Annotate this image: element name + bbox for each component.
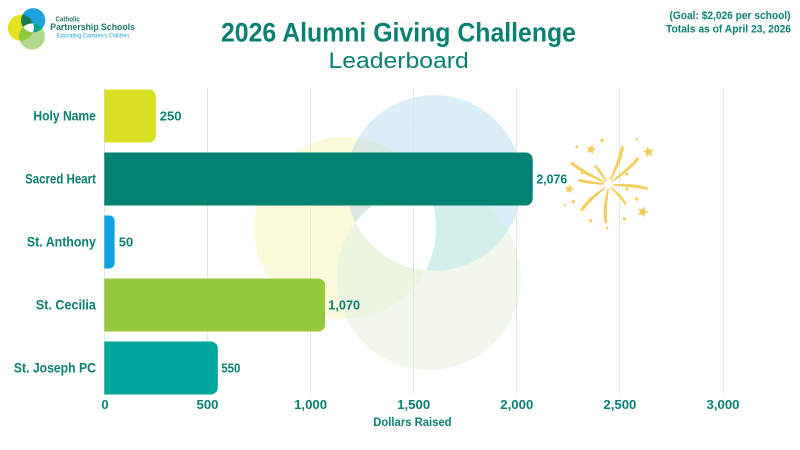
svg-text:St. Anthony: St. Anthony: [27, 235, 97, 250]
svg-text:St. Joseph PC: St. Joseph PC: [14, 361, 96, 376]
svg-text:Sacred Heart: Sacred Heart: [25, 172, 96, 187]
svg-text:2,076: 2,076: [536, 171, 567, 186]
svg-text:2,000: 2,000: [500, 397, 533, 412]
svg-text:550: 550: [221, 360, 240, 375]
svg-text:Partnership Schools: Partnership Schools: [50, 22, 135, 32]
svg-text:50: 50: [119, 234, 133, 249]
svg-text:3,000: 3,000: [706, 397, 739, 412]
svg-text:1,070: 1,070: [328, 297, 360, 312]
svg-text:500: 500: [196, 397, 218, 412]
svg-text:Holy Name: Holy Name: [33, 109, 96, 124]
svg-text:St. Cecilia: St. Cecilia: [36, 298, 97, 313]
svg-text:250: 250: [160, 108, 182, 123]
svg-text:Dollars Raised: Dollars Raised: [373, 415, 451, 429]
svg-text:1,500: 1,500: [397, 397, 430, 412]
svg-text:Totals as of April 23, 2026: Totals as of April 23, 2026: [666, 24, 791, 36]
svg-text:2,500: 2,500: [603, 397, 636, 412]
svg-text:(Goal: $2,026 per school): (Goal: $2,026 per school): [670, 10, 791, 22]
svg-text:Catholic: Catholic: [56, 17, 80, 24]
svg-text:2026 Alumni Giving Challenge: 2026 Alumni Giving Challenge: [221, 17, 576, 47]
svg-text:Leaderboard: Leaderboard: [329, 48, 469, 73]
svg-text:1,000: 1,000: [294, 397, 327, 412]
svg-text:Educating Camden's Children: Educating Camden's Children: [57, 33, 130, 40]
svg-text:0: 0: [101, 397, 108, 412]
